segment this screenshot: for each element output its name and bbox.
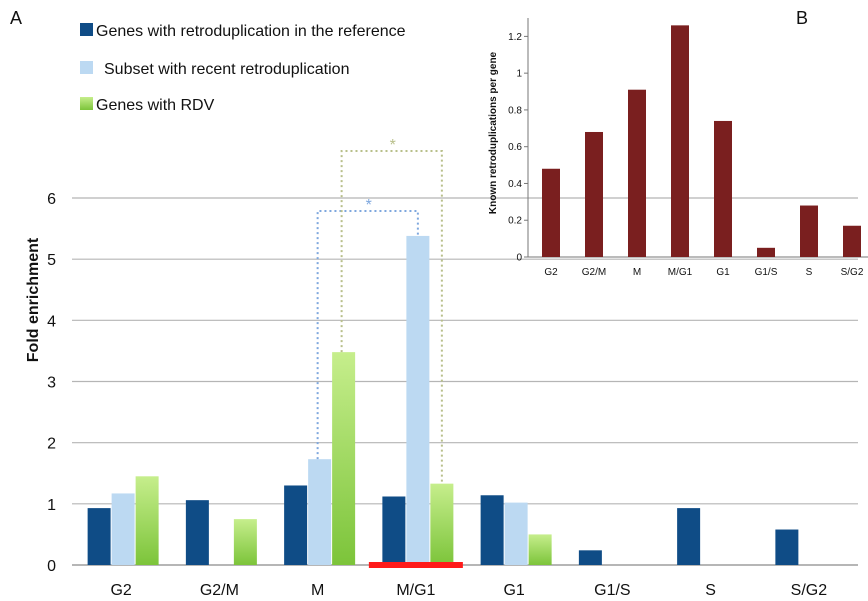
inset-x-tick-label: G2/M	[582, 267, 606, 278]
legend-swatch	[80, 97, 93, 110]
bar	[677, 508, 701, 565]
x-tick-label: S/G2	[791, 582, 828, 599]
inset-bar	[800, 205, 818, 257]
legend-swatch	[80, 23, 93, 36]
bar	[233, 519, 257, 565]
legend-label: Subset with recent retroduplication	[104, 61, 349, 78]
x-tick-label: G2	[110, 582, 131, 599]
inset-bar	[585, 131, 603, 257]
inset-x-tick-label: S	[806, 267, 813, 278]
y-tick-label: 3	[47, 375, 56, 392]
inset-bar	[671, 25, 689, 257]
inset-bar	[757, 247, 775, 257]
inset-x-tick-label: G1/S	[755, 267, 778, 278]
inset-y-tick-label: 0.2	[508, 216, 522, 227]
x-tick-label: S	[705, 582, 716, 599]
inset-y-tick-label: 0	[516, 253, 522, 264]
bar	[406, 235, 430, 565]
bar	[775, 529, 799, 565]
bar	[284, 485, 308, 565]
legend-label: Genes with retroduplication in the refer…	[96, 23, 406, 40]
inset-x-tick-label: M/G1	[668, 267, 693, 278]
inset-x-tick-label: G2	[544, 267, 558, 278]
inset-y-tick-label: 1	[516, 69, 522, 80]
inset-chart: 0 0.2 0.4 0.6 0.8 1 1.2 Known retroduplication…	[488, 18, 868, 278]
significance-bracket	[340, 150, 443, 484]
legend: Genes with retroduplication in the refer…	[80, 23, 406, 114]
inset-x-tick-label: G1	[716, 267, 730, 278]
bar	[87, 508, 111, 565]
panel-a-label: A	[10, 8, 22, 28]
inset-x-tick-label: S/G2	[841, 267, 864, 278]
bar	[332, 352, 356, 565]
x-tick-label: G1	[503, 582, 524, 599]
inset-y-tick-label: 0.8	[508, 105, 522, 116]
significance-star: *	[366, 197, 372, 214]
bar	[135, 476, 159, 565]
bar	[480, 495, 504, 565]
bar	[504, 502, 528, 565]
y-tick-label: 0	[47, 558, 56, 575]
inset-bar	[542, 168, 560, 257]
bar	[185, 500, 209, 565]
highlight-underline	[368, 562, 463, 568]
inset-y-tick-label: 0.4	[508, 179, 522, 190]
inset-bar	[714, 120, 732, 257]
significance-star: *	[390, 137, 396, 154]
inset-chart-y-axis-label: Known retroduplications per gene	[488, 51, 499, 214]
main-chart-x-ticks: G2 G2/M M M/G1 G1 G1/S S S/G2	[110, 582, 827, 599]
y-tick-label: 1	[47, 497, 56, 514]
x-tick-label: G2/M	[200, 582, 239, 599]
inset-chart-bars	[542, 25, 861, 257]
main-chart-bars	[87, 235, 799, 568]
inset-y-tick-label: 0.6	[508, 142, 522, 153]
main-chart-y-ticks: 0 1 2 3 4 5 6	[47, 191, 56, 575]
y-tick-label: 6	[47, 191, 56, 208]
y-tick-label: 4	[47, 313, 56, 330]
x-tick-label: G1/S	[594, 582, 630, 599]
inset-chart-y-ticks: 0 0.2 0.4 0.6 0.8 1 1.2	[508, 32, 522, 264]
inset-y-tick-label: 1.2	[508, 32, 522, 43]
inset-bar	[843, 225, 861, 257]
y-tick-label: 5	[47, 252, 56, 269]
main-chart-y-axis-label: Fold enrichment	[25, 237, 42, 362]
bar	[382, 496, 406, 565]
bar	[578, 550, 602, 565]
significance-brackets: **	[316, 137, 443, 484]
inset-x-tick-label: M	[633, 267, 641, 278]
significance-bracket	[316, 210, 419, 460]
bar	[308, 459, 332, 565]
panel-b-label: B	[796, 8, 808, 28]
y-tick-label: 2	[47, 436, 56, 453]
legend-swatch	[80, 61, 93, 74]
bar	[430, 483, 454, 565]
bar	[111, 493, 135, 565]
x-tick-label: M	[311, 582, 324, 599]
inset-bar	[628, 89, 646, 257]
x-tick-label: M/G1	[396, 582, 435, 599]
bar	[528, 534, 552, 565]
legend-label: Genes with RDV	[96, 97, 215, 114]
inset-chart-x-ticks: G2 G2/M M M/G1 G1 G1/S S S/G2	[544, 267, 864, 278]
